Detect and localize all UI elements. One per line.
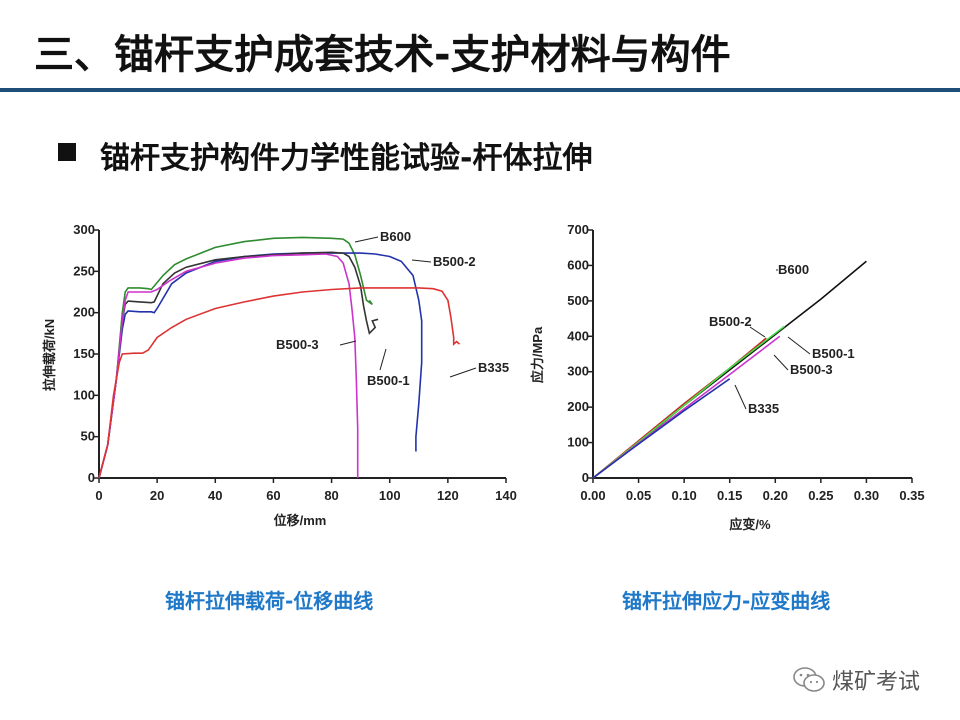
series-label-b500-3: B500-3	[276, 337, 319, 352]
y-tick-label: 400	[567, 328, 589, 343]
x-tick-label: 140	[495, 488, 517, 503]
series-label-leader	[449, 367, 477, 378]
x-tick-label: 60	[266, 488, 280, 503]
x-tick-label: 0.10	[671, 488, 696, 503]
y-tick-label: 500	[567, 293, 589, 308]
series-line-b500-1	[98, 251, 379, 479]
series-label-leader	[773, 354, 789, 371]
series-label-b500-1: B500-1	[367, 373, 410, 388]
y-tick-label: 300	[73, 222, 95, 237]
x-tick-label: 80	[324, 488, 338, 503]
series-label-b500-1: B500-1	[812, 346, 855, 361]
x-tick-label: 20	[150, 488, 164, 503]
x-axis-title: 应变/%	[729, 517, 771, 532]
y-tick-label: 100	[73, 387, 95, 402]
y-tick-label: 700	[567, 222, 589, 237]
y-axis-title: 拉伸载荷/kN	[42, 319, 57, 391]
y-tick-label: 200	[73, 305, 95, 320]
title-divider	[0, 88, 960, 92]
wechat-icon	[793, 667, 825, 692]
series-label-b500-3: B500-3	[790, 362, 833, 377]
series-line-b500-2	[98, 252, 423, 479]
stress-strain-chart: 0 100 200 300 400 500 600 700 0.00 0.05 0.10 0.15 0…	[530, 222, 925, 532]
series-label-b600: B600	[380, 229, 411, 244]
series-label-leader	[734, 384, 747, 410]
y-tick-label: 100	[567, 435, 589, 450]
x-tick-label: 0.15	[717, 488, 742, 503]
watermark: 煤矿考试	[792, 664, 920, 696]
series-label-b335: B335	[748, 401, 779, 416]
x-tick-label: 120	[437, 488, 459, 503]
slide-title: 三、锚杆支护成套技术-支护材料与构件	[34, 32, 731, 78]
x-axis-title: 位移/mm	[274, 513, 327, 528]
series-line-b600	[98, 236, 373, 479]
y-tick-label: 600	[567, 257, 589, 272]
series-label-b600: B600	[778, 262, 809, 277]
series-label-b500-2: B500-2	[709, 314, 752, 329]
watermark-text: 煤矿考试	[832, 670, 921, 695]
load-displacement-chart: 0 50 100 150 200 250 300 0 20 40 60 80 100 120 140 B6…	[42, 222, 517, 528]
series-label-b335: B335	[478, 360, 509, 375]
series-label-leader	[411, 259, 432, 263]
y-tick-label: 50	[81, 429, 95, 444]
series-label-b500-2: B500-2	[433, 254, 476, 269]
y-tick-label: 0	[582, 470, 589, 485]
x-tick-label: 0.30	[854, 488, 879, 503]
caption-stress-strain: 锚杆拉伸应力-应变曲线	[622, 589, 831, 613]
y-tick-label: 0	[88, 470, 95, 485]
series-line-b335	[592, 378, 731, 479]
y-tick-label: 150	[73, 346, 95, 361]
x-tick-label: 0.25	[808, 488, 833, 503]
series-label-leader	[354, 236, 379, 243]
series-label-leader	[787, 336, 811, 355]
series-label-leader	[749, 326, 766, 338]
x-tick-label: 0.35	[899, 488, 924, 503]
series-label-leader	[379, 348, 387, 371]
y-axis-title: 应力/MPa	[530, 326, 545, 383]
x-tick-label: 0.05	[626, 488, 651, 503]
series-label-leader	[339, 340, 357, 346]
caption-load-displacement: 锚杆拉伸载荷-位移曲线	[165, 589, 374, 613]
x-tick-label: 0.00	[580, 488, 605, 503]
series-line-b335	[98, 287, 461, 479]
y-tick-label: 250	[73, 263, 95, 278]
y-tick-label: 200	[567, 399, 589, 414]
x-tick-label: 100	[379, 488, 401, 503]
x-tick-label: 0	[95, 488, 102, 503]
y-tick-label: 300	[567, 364, 589, 379]
series-line-b500-3	[98, 253, 359, 479]
x-tick-label: 0.20	[763, 488, 788, 503]
x-tick-label: 40	[208, 488, 222, 503]
slide-subtitle: 锚杆支护构件力学性能试验-杆体拉伸	[100, 141, 593, 176]
bullet-square-icon	[58, 143, 76, 161]
